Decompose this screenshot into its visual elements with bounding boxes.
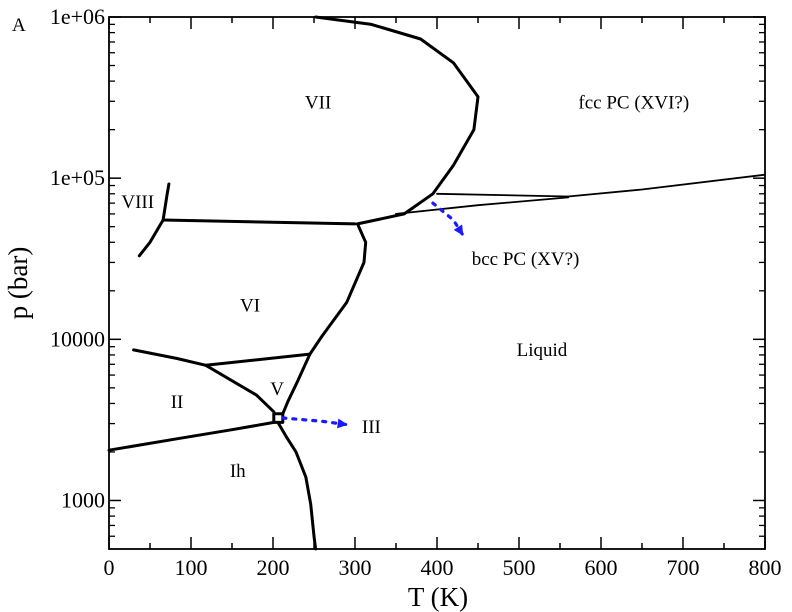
phase-boundary-line (161, 218, 357, 226)
dotted-arrow-line (281, 416, 350, 427)
x-tick-label: 600 (585, 555, 618, 580)
phase-boundary-line (161, 182, 171, 222)
phase-boundary-line (272, 412, 285, 424)
phase-boundary-line (276, 420, 318, 551)
x-tick-label: 700 (667, 555, 700, 580)
region-label: VIII (121, 192, 154, 213)
region-label: VI (240, 295, 260, 316)
phase-boundary-line (308, 222, 368, 356)
panel-label: A (12, 15, 26, 36)
x-axis-title: T (K) (408, 582, 468, 612)
arrowhead (337, 418, 348, 429)
phase-boundary-line (281, 352, 312, 416)
phase-boundary-line (204, 352, 312, 367)
region-label: II (171, 392, 184, 413)
region-label: V (270, 379, 284, 400)
y-tick-label: 10000 (50, 326, 105, 351)
phase-boundaries (107, 15, 766, 551)
y-tick-label: 1000 (61, 487, 105, 512)
x-tick-label: 800 (749, 555, 782, 580)
x-tick-label: 300 (339, 555, 372, 580)
phase-boundary-line (395, 196, 570, 215)
phase-boundary-line (314, 15, 480, 226)
phase-boundary-line (107, 420, 276, 452)
y-tick-label: 1e+06 (50, 4, 105, 29)
region-label: VII (305, 92, 331, 113)
x-tick-label: 0 (104, 555, 115, 580)
x-tick-label: 100 (175, 555, 208, 580)
region-label: III (362, 417, 381, 438)
region-label: fcc PC (XVI?) (578, 92, 689, 113)
axis-ticks: 0 100 200 300 400 500 600 700 800 1000 10000 1e+05 1… (50, 4, 782, 580)
phase-boundary-line (204, 363, 276, 414)
y-axis-title: p (bar) (3, 247, 33, 320)
transition-arrows (281, 201, 465, 429)
phase-boundary-line (132, 348, 208, 367)
phase-boundary-line (436, 173, 766, 198)
region-label: bcc PC (XV?) (472, 249, 580, 270)
region-label: Liquid (517, 340, 568, 361)
y-tick-label: 1e+05 (50, 165, 105, 190)
x-tick-label: 400 (421, 555, 454, 580)
phase-boundary-line (137, 218, 165, 258)
x-tick-label: 500 (503, 555, 536, 580)
arrowhead (453, 224, 464, 236)
region-label: Ih (230, 461, 246, 482)
x-tick-label: 200 (257, 555, 290, 580)
